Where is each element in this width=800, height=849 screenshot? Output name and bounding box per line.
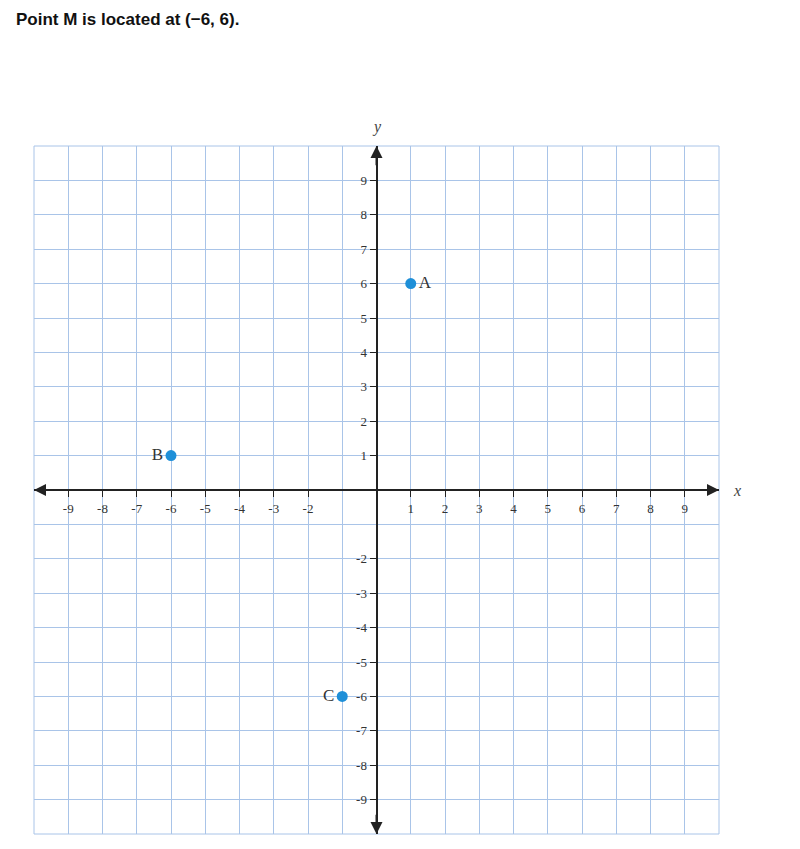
svg-text:-4: -4: [234, 501, 245, 516]
svg-text:6: 6: [579, 501, 586, 516]
svg-text:-3: -3: [356, 586, 367, 601]
svg-text:7: 7: [360, 242, 367, 257]
svg-text:5: 5: [545, 501, 552, 516]
svg-text:-8: -8: [356, 758, 367, 773]
svg-text:-2: -2: [356, 551, 367, 566]
svg-text:-9: -9: [356, 792, 367, 807]
svg-text:2: 2: [442, 501, 449, 516]
svg-text:Point M is located at (−6, 6).: Point M is located at (−6, 6).: [16, 10, 239, 29]
svg-text:-9: -9: [63, 501, 74, 516]
svg-text:A: A: [419, 273, 432, 292]
svg-text:9: 9: [682, 501, 689, 516]
svg-text:-8: -8: [97, 501, 108, 516]
svg-text:-7: -7: [131, 501, 142, 516]
svg-text:-7: -7: [356, 723, 367, 738]
svg-text:-2: -2: [303, 501, 314, 516]
svg-text:3: 3: [476, 501, 483, 516]
svg-text:y: y: [372, 118, 382, 136]
svg-text:-6: -6: [166, 501, 177, 516]
svg-text:-5: -5: [200, 501, 211, 516]
svg-text:3: 3: [360, 379, 367, 394]
svg-text:6: 6: [360, 276, 367, 291]
svg-text:-3: -3: [268, 501, 279, 516]
svg-text:x: x: [733, 482, 741, 499]
svg-text:1: 1: [408, 501, 415, 516]
svg-text:7: 7: [613, 501, 620, 516]
svg-text:4: 4: [510, 501, 517, 516]
svg-text:1: 1: [360, 448, 367, 463]
svg-text:C: C: [323, 686, 334, 705]
svg-text:-5: -5: [356, 655, 367, 670]
svg-text:2: 2: [360, 414, 367, 429]
svg-text:8: 8: [360, 207, 367, 222]
svg-text:4: 4: [360, 345, 367, 360]
svg-text:-6: -6: [356, 689, 367, 704]
svg-text:B: B: [152, 445, 163, 464]
svg-text:-4: -4: [356, 620, 367, 635]
svg-text:8: 8: [647, 501, 654, 516]
svg-text:9: 9: [360, 173, 367, 188]
svg-text:5: 5: [360, 311, 367, 326]
